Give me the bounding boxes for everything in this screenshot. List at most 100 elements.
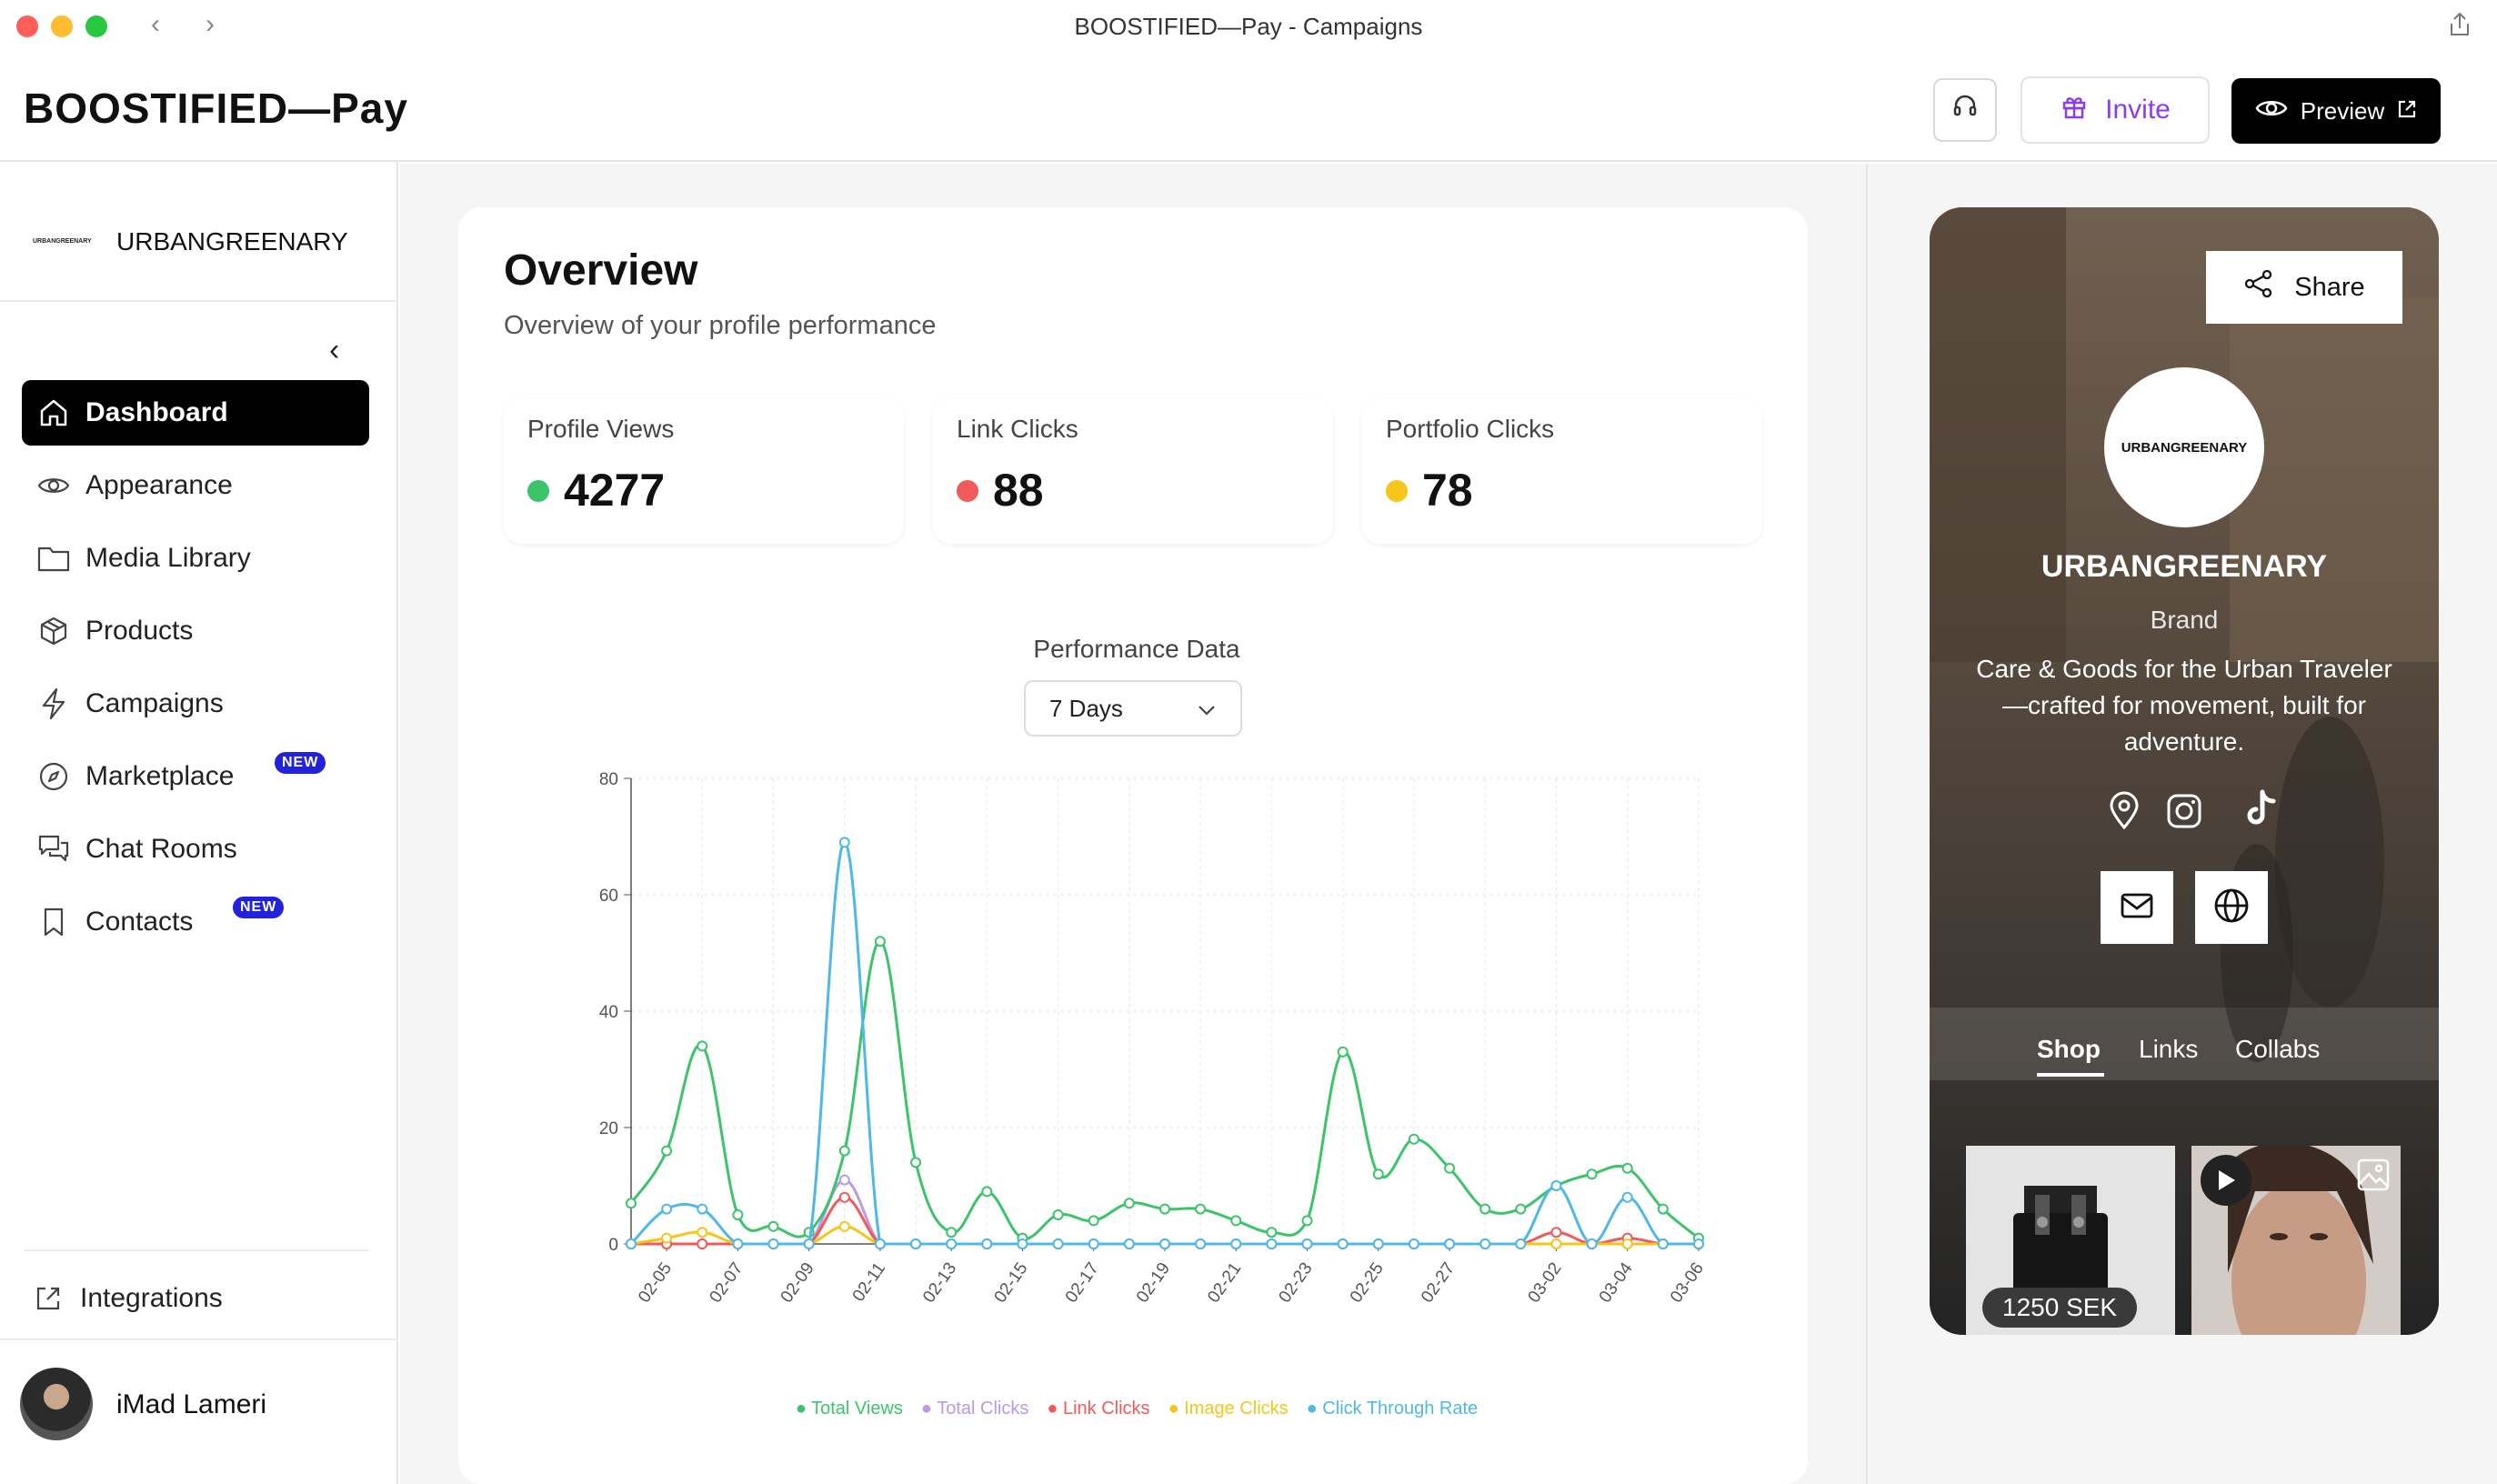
data-point bbox=[1159, 1238, 1170, 1249]
legend-item[interactable]: ● Total Views bbox=[795, 1399, 903, 1419]
active-tab-indicator bbox=[2037, 1073, 2104, 1077]
minimize-window-button[interactable] bbox=[51, 15, 73, 37]
legend-item[interactable]: ● Total Clicks bbox=[920, 1399, 1029, 1419]
range-select-value: 7 Days bbox=[1049, 694, 1123, 722]
y-tick-label: 20 bbox=[599, 1119, 618, 1138]
zoom-window-button[interactable] bbox=[85, 15, 107, 37]
data-point bbox=[1230, 1215, 1242, 1227]
data-point bbox=[838, 1220, 850, 1232]
legend-item[interactable]: ● Image Clicks bbox=[1168, 1399, 1289, 1419]
website-button[interactable] bbox=[2195, 871, 2268, 944]
instagram-icon[interactable] bbox=[2166, 793, 2202, 834]
tab-collabs[interactable]: Collabs bbox=[2235, 1035, 2321, 1063]
data-point bbox=[767, 1220, 779, 1232]
sidebar-item-media-library[interactable]: Media Library bbox=[22, 526, 369, 591]
profile-type: Brand bbox=[2150, 606, 2219, 634]
external-link-icon bbox=[2397, 97, 2417, 125]
data-point bbox=[767, 1238, 779, 1249]
sidebar-item-marketplace[interactable]: Marketplace bbox=[22, 744, 369, 809]
data-point bbox=[1479, 1203, 1491, 1215]
data-point bbox=[697, 1040, 708, 1052]
sidebar-item-campaigns[interactable]: Campaigns bbox=[22, 671, 369, 737]
series-line-click-through-rate bbox=[629, 840, 1699, 1246]
sidebar-item-label: Media Library bbox=[85, 543, 251, 573]
page-subtitle: Overview of your profile performance bbox=[504, 311, 937, 340]
sidebar-item-integrations[interactable]: Integrations bbox=[16, 1266, 364, 1331]
data-point bbox=[803, 1238, 815, 1249]
data-point bbox=[874, 1238, 886, 1249]
stat-card-profile-views: Profile Views 4277 bbox=[504, 398, 904, 544]
stat-value: 88 bbox=[993, 465, 1044, 516]
preview-button[interactable]: Preview bbox=[2231, 78, 2441, 144]
data-point bbox=[1372, 1238, 1384, 1249]
share-button[interactable]: Share bbox=[2206, 251, 2402, 324]
compass-icon bbox=[22, 761, 85, 792]
data-point bbox=[626, 1198, 637, 1209]
sidebar-item-label: Dashboard bbox=[85, 397, 228, 427]
status-dot bbox=[1386, 480, 1408, 502]
tab-links[interactable]: Links bbox=[2139, 1035, 2199, 1063]
tab-shop[interactable]: Shop bbox=[2037, 1035, 2101, 1063]
box-icon bbox=[22, 616, 85, 647]
x-tick-label: 02-21 bbox=[1204, 1259, 1245, 1307]
invite-button[interactable]: Invite bbox=[2021, 76, 2210, 144]
data-point bbox=[1479, 1238, 1491, 1249]
folder-icon bbox=[22, 545, 85, 572]
legend-item[interactable]: ● Link Clicks bbox=[1047, 1399, 1150, 1419]
share-window-icon[interactable] bbox=[2448, 11, 2472, 43]
status-dot bbox=[527, 480, 549, 502]
sidebar-item-appearance[interactable]: Appearance bbox=[22, 453, 369, 518]
data-point bbox=[946, 1227, 958, 1238]
new-badge: NEW bbox=[233, 897, 285, 918]
data-point bbox=[1195, 1238, 1207, 1249]
data-point bbox=[1337, 1238, 1349, 1249]
sidebar-item-products[interactable]: Products bbox=[22, 598, 369, 664]
product-tile[interactable]: 1250 SEK bbox=[1966, 1146, 2175, 1335]
app-brand: BOOSTIFIED—Pay bbox=[24, 85, 408, 132]
tiktok-icon[interactable] bbox=[2244, 789, 2279, 834]
media-tile[interactable] bbox=[2191, 1146, 2401, 1335]
data-point bbox=[874, 936, 886, 948]
location-icon[interactable] bbox=[2108, 791, 2141, 834]
email-button[interactable] bbox=[2101, 871, 2173, 944]
range-select[interactable]: 7 Days bbox=[1024, 680, 1242, 737]
sidebar-item-label: Campaigns bbox=[85, 688, 224, 718]
sidebar-item-dashboard[interactable]: Dashboard bbox=[22, 380, 369, 446]
profile-bio: Care & Goods for the Urban Traveler—craf… bbox=[1976, 655, 2392, 756]
share-icon bbox=[2243, 268, 2274, 306]
eye-icon bbox=[2255, 97, 2288, 125]
data-point bbox=[1372, 1168, 1384, 1180]
data-point bbox=[1515, 1238, 1527, 1249]
page-title: Overview bbox=[504, 246, 698, 295]
data-point bbox=[1621, 1238, 1633, 1249]
profile-name: URBANGREENARY bbox=[2041, 549, 2328, 584]
chat-icon bbox=[22, 834, 85, 865]
avatar[interactable] bbox=[20, 1368, 93, 1440]
support-button[interactable] bbox=[1933, 78, 1997, 142]
forward-arrow-icon[interactable]: › bbox=[206, 9, 215, 39]
data-point bbox=[1301, 1238, 1313, 1249]
play-icon[interactable] bbox=[2201, 1155, 2251, 1206]
data-point bbox=[981, 1238, 993, 1249]
legend-item[interactable]: ● Click Through Rate bbox=[1306, 1399, 1479, 1419]
sidebar-item-contacts[interactable]: Contacts bbox=[22, 889, 369, 955]
sidebar-item-chat-rooms[interactable]: Chat Rooms bbox=[22, 817, 369, 882]
data-point bbox=[1621, 1162, 1633, 1174]
collapse-sidebar-icon[interactable]: ‹ bbox=[329, 333, 340, 367]
data-point bbox=[1301, 1215, 1313, 1227]
data-point bbox=[1550, 1238, 1562, 1249]
account-logo: URBANGREENARY bbox=[33, 238, 92, 245]
data-point bbox=[946, 1238, 958, 1249]
data-point bbox=[1550, 1227, 1562, 1238]
data-point bbox=[697, 1227, 708, 1238]
invite-label: Invite bbox=[2105, 95, 2171, 125]
data-point bbox=[1550, 1180, 1562, 1191]
y-tick-label: 80 bbox=[599, 770, 618, 789]
headset-icon bbox=[1950, 92, 1980, 128]
close-window-button[interactable] bbox=[16, 15, 38, 37]
data-point bbox=[1657, 1203, 1669, 1215]
sidebar-item-label: Marketplace bbox=[85, 761, 235, 791]
back-arrow-icon[interactable]: ‹ bbox=[151, 9, 160, 39]
x-tick-label: 02-05 bbox=[635, 1259, 676, 1307]
data-point bbox=[1123, 1238, 1135, 1249]
